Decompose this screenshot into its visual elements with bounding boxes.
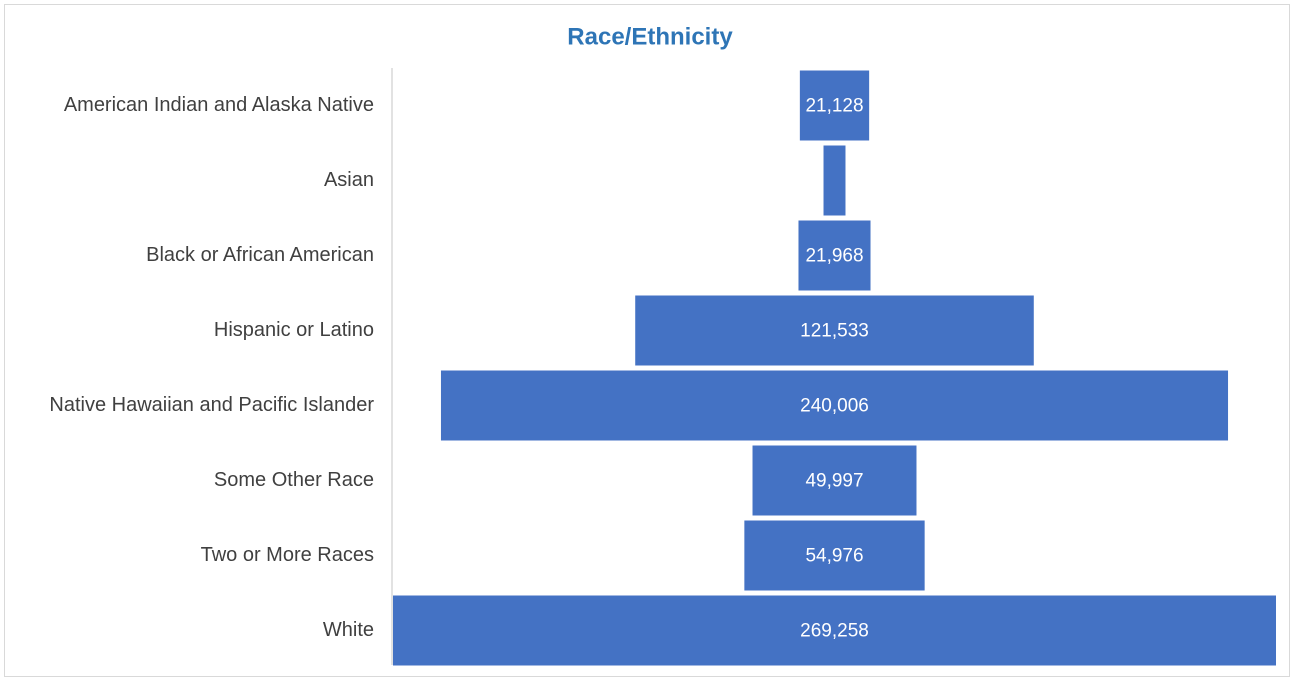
data-label: 21,968: [805, 246, 863, 267]
funnel-bar: [393, 595, 1276, 666]
category-label: American Indian and Alaska Native: [64, 94, 374, 116]
category-label: Black or African American: [146, 244, 374, 266]
data-label: 269,258: [800, 621, 869, 642]
category-label: Asian: [324, 169, 374, 191]
funnel-bar: [799, 70, 870, 141]
data-label: 240,006: [800, 396, 869, 417]
funnel-bar: [752, 445, 917, 516]
data-label: 121,533: [800, 321, 869, 342]
chart-title: Race/Ethnicity: [567, 23, 733, 50]
funnel-bar: [440, 370, 1229, 441]
data-label: 49,997: [805, 471, 863, 492]
category-label: Hispanic or Latino: [214, 319, 374, 341]
category-label: Two or More Races: [201, 544, 374, 566]
category-label: Some Other Race: [214, 469, 374, 491]
funnel-bar: [744, 520, 925, 591]
category-label: Native Hawaiian and Pacific Islander: [49, 394, 374, 416]
data-label: 21,128: [805, 96, 863, 117]
data-label: 54,976: [805, 546, 863, 567]
category-label: White: [323, 619, 374, 641]
funnel-bar: [635, 295, 1034, 366]
funnel-bar: [798, 220, 871, 291]
funnel-bar: [823, 145, 846, 216]
